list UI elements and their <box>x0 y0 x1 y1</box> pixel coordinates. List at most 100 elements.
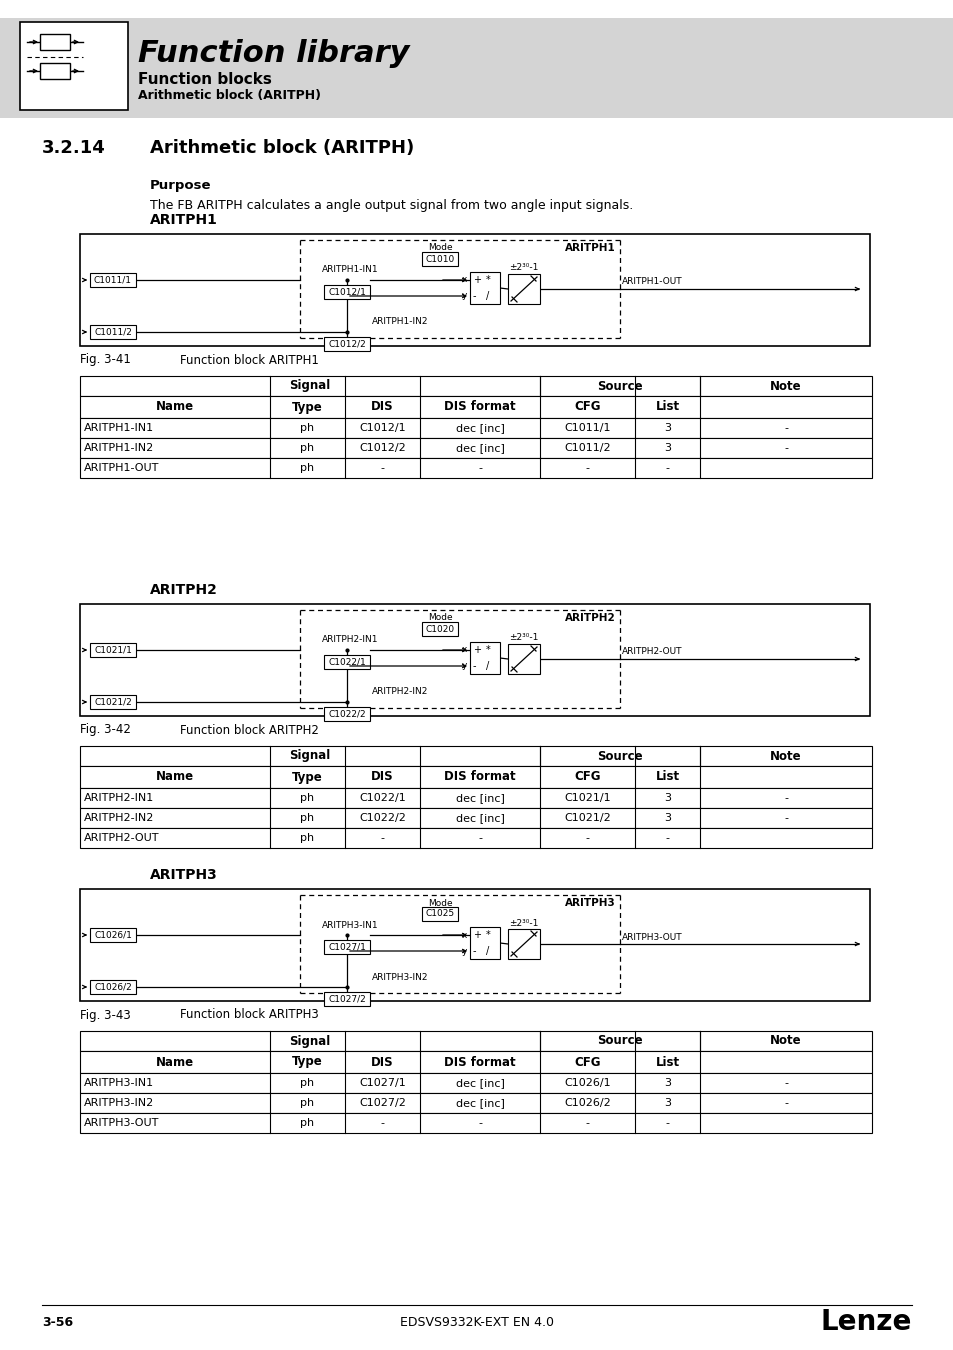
Text: -: - <box>665 463 669 472</box>
Text: Type: Type <box>292 771 322 783</box>
Text: y: y <box>461 662 467 671</box>
Text: -: - <box>665 1118 669 1129</box>
Text: Name: Name <box>155 401 193 413</box>
Text: +: + <box>473 645 480 655</box>
Bar <box>80 437 871 458</box>
Bar <box>507 644 539 674</box>
Text: ARITPH3-OUT: ARITPH3-OUT <box>621 933 682 941</box>
Text: /: / <box>485 662 489 671</box>
Text: 3: 3 <box>663 1079 670 1088</box>
Bar <box>324 707 370 721</box>
Text: EDSVS9332K-EXT EN 4.0: EDSVS9332K-EXT EN 4.0 <box>399 1315 554 1328</box>
Bar <box>324 285 370 298</box>
Text: ARITPH1-IN1: ARITPH1-IN1 <box>321 266 378 274</box>
Text: ±2³⁰-1: ±2³⁰-1 <box>509 633 538 643</box>
Text: dec [inc]: dec [inc] <box>456 792 504 803</box>
Text: ARITPH1: ARITPH1 <box>150 213 217 227</box>
Bar <box>90 695 136 709</box>
Text: 3.2.14: 3.2.14 <box>42 139 106 157</box>
Bar <box>80 377 871 396</box>
Text: -: - <box>473 946 476 956</box>
Text: ARITPH2-IN2: ARITPH2-IN2 <box>372 687 428 697</box>
Text: y: y <box>461 946 467 956</box>
Text: DIS format: DIS format <box>444 401 516 413</box>
Text: Function block ARITPH2: Function block ARITPH2 <box>180 724 318 737</box>
Text: Note: Note <box>769 379 801 393</box>
Text: C1010: C1010 <box>425 255 455 263</box>
Text: x: x <box>461 930 467 940</box>
Bar <box>80 1094 871 1112</box>
Text: 3: 3 <box>663 423 670 433</box>
Text: -: - <box>783 1098 787 1108</box>
Text: 3: 3 <box>663 792 670 803</box>
Text: Function blocks: Function blocks <box>138 73 272 88</box>
Text: dec [inc]: dec [inc] <box>456 423 504 433</box>
Bar <box>80 765 871 788</box>
Text: Name: Name <box>155 1056 193 1068</box>
Text: C1027/2: C1027/2 <box>358 1098 406 1108</box>
Text: DIS: DIS <box>371 1056 394 1068</box>
Bar <box>80 396 871 418</box>
Text: C1027/2: C1027/2 <box>328 995 366 1003</box>
Text: Signal: Signal <box>289 1034 331 1048</box>
Text: Fig. 3-41: Fig. 3-41 <box>80 354 131 366</box>
Text: C1027/1: C1027/1 <box>358 1079 405 1088</box>
Bar <box>80 1052 871 1073</box>
Bar <box>80 1031 871 1052</box>
Bar <box>80 458 871 478</box>
Text: ARITPH1-IN2: ARITPH1-IN2 <box>372 317 428 327</box>
Text: dec [inc]: dec [inc] <box>456 1098 504 1108</box>
Text: C1022/2: C1022/2 <box>358 813 406 823</box>
Text: -: - <box>585 463 589 472</box>
Text: ARITPH3-OUT: ARITPH3-OUT <box>84 1118 159 1129</box>
Text: -: - <box>380 833 384 842</box>
Bar <box>90 325 136 339</box>
Text: Fig. 3-43: Fig. 3-43 <box>80 1008 131 1022</box>
Text: ARITPH2-IN1: ARITPH2-IN1 <box>321 636 377 644</box>
Text: Note: Note <box>769 1034 801 1048</box>
Text: Source: Source <box>597 749 642 763</box>
Text: CFG: CFG <box>574 771 600 783</box>
Text: ARITPH3-IN1: ARITPH3-IN1 <box>321 921 378 930</box>
Text: DIS: DIS <box>371 401 394 413</box>
Text: CFG: CFG <box>574 401 600 413</box>
Text: Signal: Signal <box>289 379 331 393</box>
Text: -: - <box>783 1079 787 1088</box>
Text: C1026/2: C1026/2 <box>563 1098 610 1108</box>
Bar <box>80 788 871 809</box>
Text: DIS format: DIS format <box>444 771 516 783</box>
Bar <box>80 418 871 437</box>
Bar <box>324 940 370 954</box>
Bar <box>80 234 869 346</box>
Text: -: - <box>783 443 787 454</box>
Text: Lenze: Lenze <box>820 1308 911 1336</box>
Text: C1021/2: C1021/2 <box>94 698 132 706</box>
Bar <box>80 809 871 828</box>
Bar <box>80 747 871 765</box>
Bar <box>0 18 953 117</box>
Text: C1012/1: C1012/1 <box>328 288 366 297</box>
Text: x: x <box>461 275 467 285</box>
Text: ARITPH3: ARITPH3 <box>150 868 217 882</box>
Text: Mode: Mode <box>427 899 452 907</box>
Text: 3: 3 <box>663 1098 670 1108</box>
Text: -: - <box>473 292 476 301</box>
Text: ARITPH3: ARITPH3 <box>565 898 616 909</box>
Bar <box>90 643 136 657</box>
Bar <box>421 907 457 921</box>
Bar <box>80 1112 871 1133</box>
Text: Purpose: Purpose <box>150 178 212 192</box>
Bar <box>20 22 128 109</box>
Text: C1021/1: C1021/1 <box>563 792 610 803</box>
Text: /: / <box>485 292 489 301</box>
Text: 3: 3 <box>663 813 670 823</box>
Text: Source: Source <box>597 1034 642 1048</box>
Bar <box>470 643 499 674</box>
Text: 3-56: 3-56 <box>42 1315 73 1328</box>
Bar <box>80 890 869 1000</box>
Text: ARITPH3-IN1: ARITPH3-IN1 <box>84 1079 154 1088</box>
Bar <box>40 34 70 50</box>
Text: *: * <box>485 275 490 285</box>
Text: ph: ph <box>300 443 314 454</box>
Text: C1022/1: C1022/1 <box>328 657 366 667</box>
